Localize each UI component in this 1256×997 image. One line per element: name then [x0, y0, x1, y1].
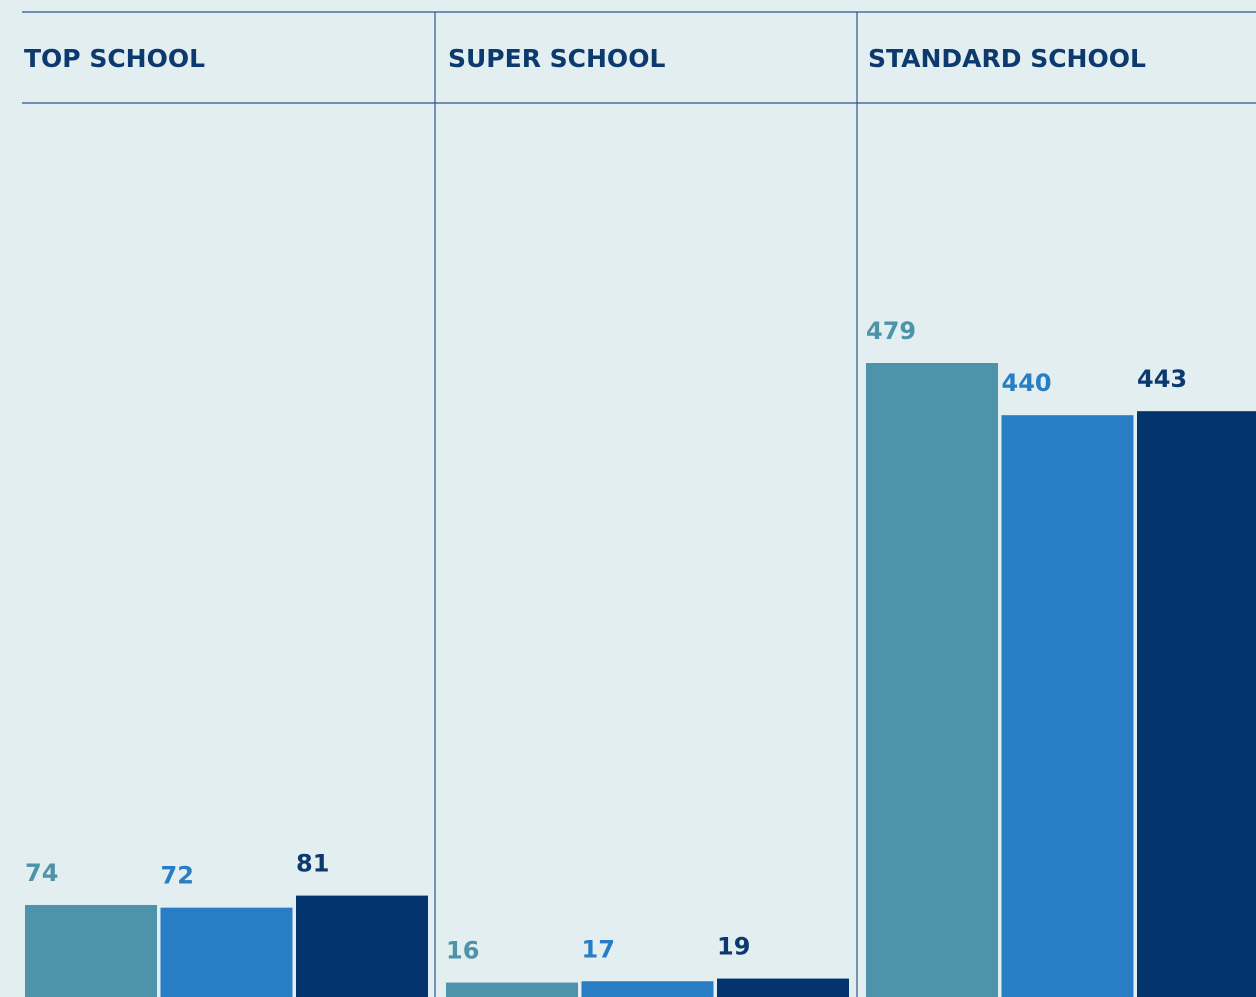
value-label: 19	[717, 933, 750, 961]
bar	[581, 981, 714, 997]
bar	[717, 978, 849, 997]
value-label: 81	[296, 850, 329, 878]
bar	[296, 895, 428, 997]
value-label: 16	[446, 937, 479, 965]
value-label: 443	[1137, 365, 1187, 393]
bar	[1137, 411, 1256, 997]
value-label: 440	[1002, 369, 1052, 397]
panel-title: SUPER SCHOOL	[448, 44, 665, 73]
panel-title: TOP SCHOOL	[24, 44, 205, 73]
value-label: 479	[866, 317, 916, 345]
bar	[446, 982, 578, 997]
value-label: 17	[582, 935, 615, 963]
bar	[866, 363, 998, 997]
value-label: 72	[161, 862, 194, 890]
bar	[1001, 415, 1134, 997]
bar	[160, 907, 293, 997]
panel-title: STANDARD SCHOOL	[868, 44, 1146, 73]
bar	[25, 904, 157, 997]
value-label: 74	[25, 859, 58, 887]
